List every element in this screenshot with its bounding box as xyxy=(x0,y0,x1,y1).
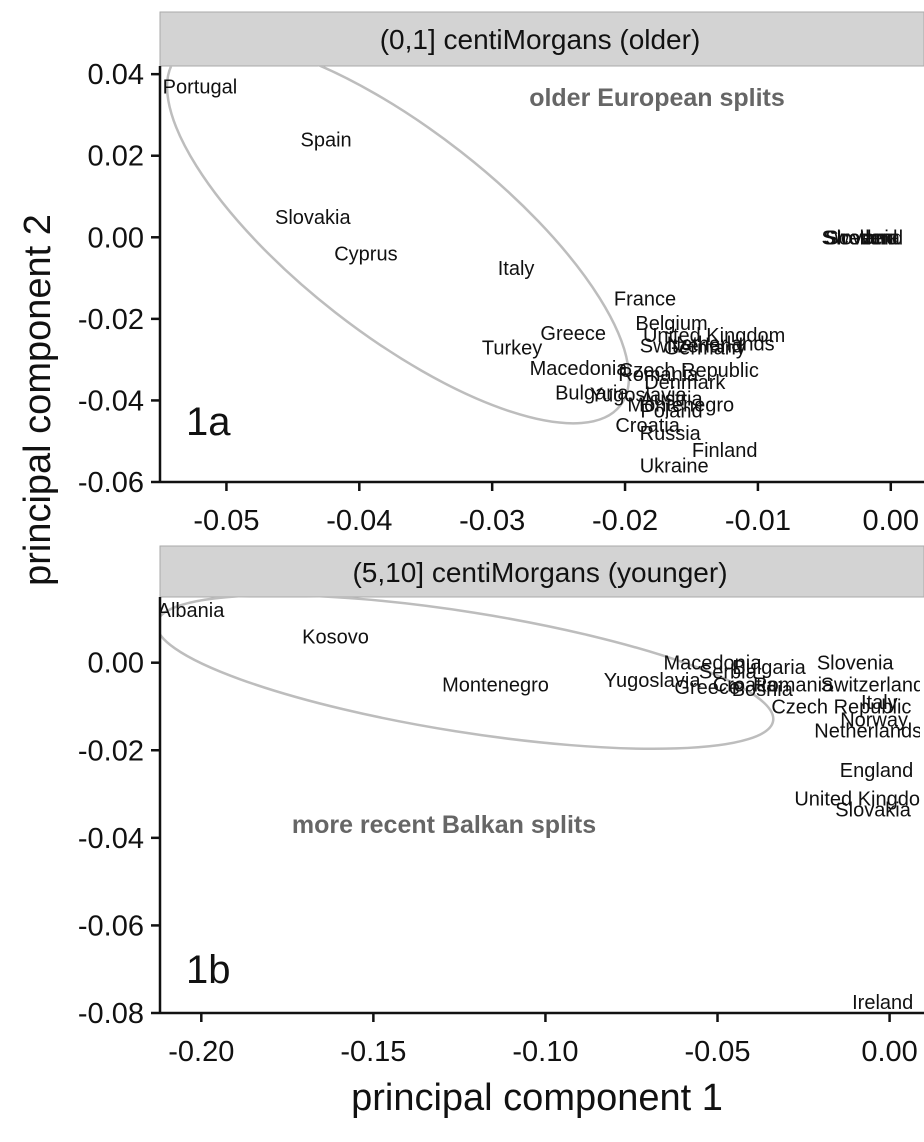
x-tick-label: 0.00 xyxy=(861,1036,917,1068)
point-label: Yugoslavia xyxy=(590,384,688,406)
point-label: Yugoslavia xyxy=(604,670,702,692)
point-label: Cyprus xyxy=(334,244,397,266)
point-label: Croatia xyxy=(615,415,680,437)
point-label: United Kingdom xyxy=(643,325,785,347)
panel-1a: (0,1] centiMorgans (older) Portugal Spain… xyxy=(78,11,924,537)
y-tick-label: -0.02 xyxy=(78,735,144,767)
older-splits-ellipse xyxy=(165,66,631,425)
point-label: Montenegro xyxy=(627,395,734,417)
point-label: Norway xyxy=(840,710,908,732)
y-tick-label: -0.06 xyxy=(78,467,144,499)
point-label: Greece xyxy=(674,677,740,699)
point-label: Portugal xyxy=(163,76,238,98)
y-axis: 0.00 -0.02 -0.04 -0.06 -0.08 xyxy=(78,597,162,1030)
strip-background xyxy=(159,545,924,598)
x-tick-label: -0.04 xyxy=(326,505,392,537)
point-labels: Albania Kosovo Montenegro YugoslaviaMacedon… xyxy=(158,600,924,1014)
x-tick-label: -0.15 xyxy=(340,1036,406,1068)
y-tick-label: -0.04 xyxy=(78,823,144,855)
point-label: Kosovo xyxy=(302,626,369,648)
point-label: Albania xyxy=(158,600,226,622)
point-label: Netherlands xyxy=(814,721,922,743)
point-label: Ukraine xyxy=(640,456,709,478)
point-label: Finland xyxy=(692,440,758,462)
x-axis: -0.05 -0.04 -0.03 -0.02 -0.01 0.00 xyxy=(160,480,924,537)
point-label: Bulgaria xyxy=(555,382,629,404)
point-label: Austria xyxy=(640,388,703,410)
x-tick-label: -0.20 xyxy=(168,1036,234,1068)
x-axis: -0.20 -0.15 -0.10 -0.05 0.00 xyxy=(160,1011,924,1068)
y-tick-label: -0.06 xyxy=(78,910,144,942)
point-label: Poland xyxy=(640,401,702,423)
point-label: Slovakia xyxy=(835,799,911,821)
y-tick-label: 0.04 xyxy=(88,59,144,91)
panel-tag: 1b xyxy=(186,948,231,992)
x-tick-label: -0.02 xyxy=(592,505,658,537)
point-label: Serbia xyxy=(699,661,758,683)
point-label: Russia xyxy=(640,423,702,445)
point-label: Greece xyxy=(540,323,606,345)
point-label: Montenegro xyxy=(442,675,549,697)
point-label: Romania xyxy=(618,364,699,386)
point-label: Turkey xyxy=(482,337,542,359)
panel-annotation: older European splits xyxy=(529,84,785,112)
point-label: Netherlands xyxy=(667,333,775,355)
x-tick-label: -0.01 xyxy=(725,505,791,537)
point-label: Switzerland xyxy=(821,675,924,697)
panel-annotation: more recent Balkan splits xyxy=(292,811,596,839)
point-label: Sweden xyxy=(821,227,893,249)
point-labels: Portugal Spain Slovakia Cyprus Italy FranceBe… xyxy=(163,76,903,477)
y-tick-label: 0.02 xyxy=(88,141,144,173)
point-label: Belgium xyxy=(635,313,707,335)
y-tick-label: 0.00 xyxy=(88,222,144,254)
point-label: Italy xyxy=(498,258,535,280)
point-label: Scotland xyxy=(825,227,903,249)
point-label: Slovenia xyxy=(823,227,901,249)
strip-title: (5,10] centiMorgans (younger) xyxy=(352,557,727,588)
point-label: Macedonia xyxy=(663,653,762,675)
x-axis-title: principal component 1 xyxy=(351,1077,723,1119)
strip-title: (0,1] centiMorgans (older) xyxy=(380,24,701,55)
balkan-splits-ellipse xyxy=(160,597,775,751)
point-label: Spain xyxy=(301,129,352,151)
y-tick-label: -0.02 xyxy=(78,304,144,336)
y-tick-label: 0.00 xyxy=(88,648,144,680)
y-tick-label: -0.08 xyxy=(78,998,144,1030)
point-label: Croatia xyxy=(713,675,778,697)
point-label: Slovakia xyxy=(275,207,351,229)
y-axis: 0.04 0.02 0.00 -0.02 -0.04 -0.06 xyxy=(78,59,162,499)
x-tick-label: -0.10 xyxy=(512,1036,578,1068)
x-tick-label: -0.05 xyxy=(193,505,259,537)
point-label: France xyxy=(614,289,676,311)
point-label: Switzerland xyxy=(640,335,743,357)
point-label: Ireland xyxy=(852,992,913,1014)
y-tick-label: -0.04 xyxy=(78,385,144,417)
strip-background xyxy=(159,11,924,67)
point-label: Macedonia xyxy=(530,358,629,380)
point-label: England xyxy=(840,760,913,782)
x-tick-label: 0.00 xyxy=(863,505,919,537)
point-label: Czech Republic xyxy=(619,360,759,382)
point-label: Italy xyxy=(861,692,898,714)
y-axis-title: principal component 2 xyxy=(17,214,59,586)
point-label: United Kingdom xyxy=(794,788,924,810)
x-tick-label: -0.03 xyxy=(459,505,525,537)
point-label: Denmark xyxy=(644,372,726,394)
point-label: Romania xyxy=(753,675,834,697)
point-label: Slovenia xyxy=(817,653,895,675)
point-label: Ireland xyxy=(836,227,897,249)
panel-tag: 1a xyxy=(186,400,231,444)
point-label: Czech Republic xyxy=(771,697,911,719)
point-label: Germany xyxy=(664,337,746,359)
panel-1b: (5,10] centiMorgans (younger) Albania Kos… xyxy=(78,545,924,1068)
point-label: Bosnia xyxy=(732,679,794,701)
point-label: Bulgaria xyxy=(732,657,806,679)
x-tick-label: -0.05 xyxy=(684,1036,750,1068)
